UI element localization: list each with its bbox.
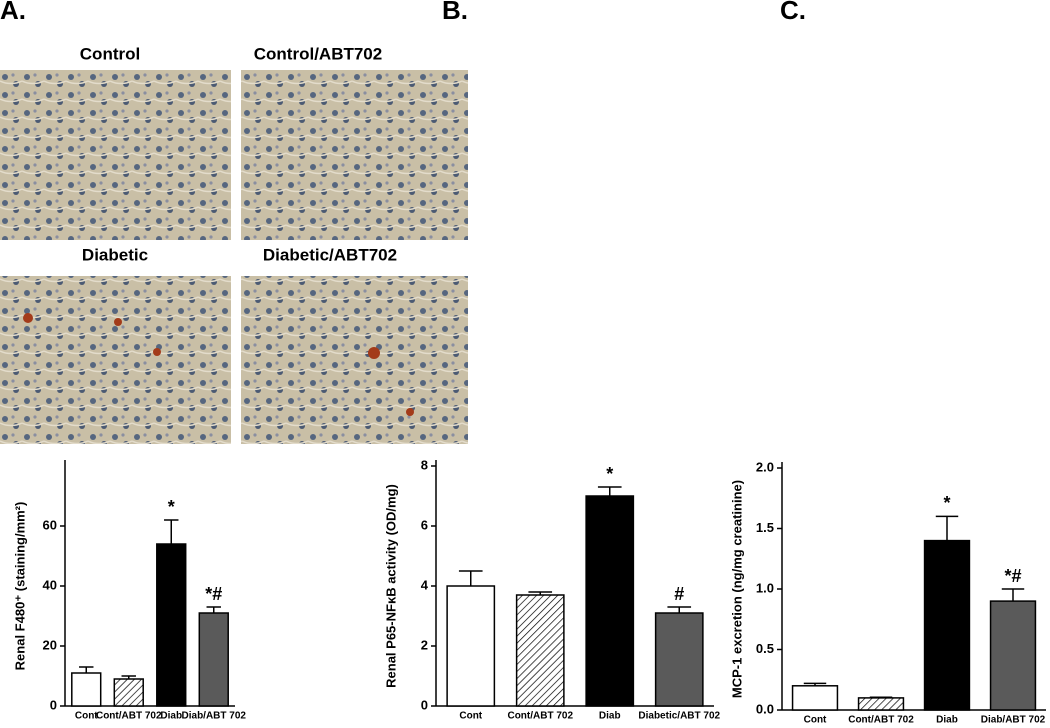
panel-label: B. — [442, 0, 468, 25]
x-tick-label: Diab — [160, 711, 182, 722]
y-tick-label: 60 — [43, 517, 57, 532]
micrograph — [241, 276, 468, 444]
image-label: Diabetic/ABT702 — [263, 245, 397, 264]
y-axis-label: MCP-1 excretion (ng/mg creatinine) — [729, 480, 744, 698]
y-tick-label: 1.5 — [756, 520, 774, 535]
image-label: Control/ABT702 — [254, 44, 382, 63]
y-axis-label: Renal P65-NFκB activity (OD/mg) — [383, 484, 398, 688]
stain — [368, 347, 380, 359]
image-label: Diabetic — [82, 245, 148, 264]
image-label: Control — [80, 44, 140, 63]
x-tick-label: Cont/ABT 702 — [848, 715, 914, 723]
bar — [113, 678, 144, 707]
panel-label: C. — [780, 0, 806, 25]
bar — [156, 543, 187, 707]
significance-marker: # — [674, 584, 684, 604]
x-tick-label: Cont/ABT 702 — [96, 711, 162, 722]
micrograph — [241, 70, 468, 240]
y-tick-label: 0.0 — [756, 701, 774, 716]
bar — [585, 495, 635, 707]
significance-marker: * — [943, 493, 950, 513]
y-tick-label: 2.0 — [756, 459, 774, 474]
bar — [857, 697, 905, 711]
x-tick-label: Diabetic/ABT 702 — [638, 711, 720, 722]
micrograph — [0, 276, 231, 444]
bar — [654, 612, 704, 707]
x-tick-label: Diab — [599, 711, 621, 722]
x-tick-label: Diab/ABT 702 — [182, 711, 247, 722]
significance-marker: *# — [205, 584, 222, 604]
y-tick-label: 40 — [43, 577, 57, 592]
bar — [71, 672, 102, 707]
y-axis-label: Renal F480⁺ (staining/mm²) — [12, 502, 27, 671]
y-tick-label: 0.5 — [756, 641, 774, 656]
y-tick-label: 4 — [421, 577, 429, 592]
bar — [515, 594, 565, 707]
y-tick-label: 8 — [421, 457, 428, 472]
bar — [446, 585, 496, 707]
bar — [923, 539, 971, 711]
significance-marker: * — [168, 497, 175, 517]
x-tick-label: Diab — [936, 715, 958, 723]
stain — [153, 348, 161, 356]
stain — [23, 313, 33, 323]
y-tick-label: 6 — [421, 517, 428, 532]
significance-marker: * — [606, 464, 613, 484]
y-tick-label: 20 — [43, 637, 57, 652]
micrograph — [0, 70, 231, 240]
significance-marker: *# — [1004, 566, 1021, 586]
x-tick-label: Cont — [75, 711, 98, 722]
y-tick-label: 0 — [50, 697, 57, 712]
bar — [989, 600, 1037, 711]
bar — [198, 612, 229, 707]
x-tick-label: Cont — [804, 715, 827, 723]
bar — [791, 685, 839, 711]
y-tick-label: 2 — [421, 637, 428, 652]
stain — [114, 318, 122, 326]
y-tick-label: 1.0 — [756, 580, 774, 595]
x-tick-label: Cont — [459, 711, 482, 722]
x-tick-label: Cont/ABT 702 — [507, 711, 573, 722]
stain — [406, 408, 414, 416]
panel-label: A. — [0, 0, 26, 25]
x-tick-label: Diab/ABT 702 — [981, 715, 1046, 723]
y-tick-label: 0 — [421, 697, 428, 712]
